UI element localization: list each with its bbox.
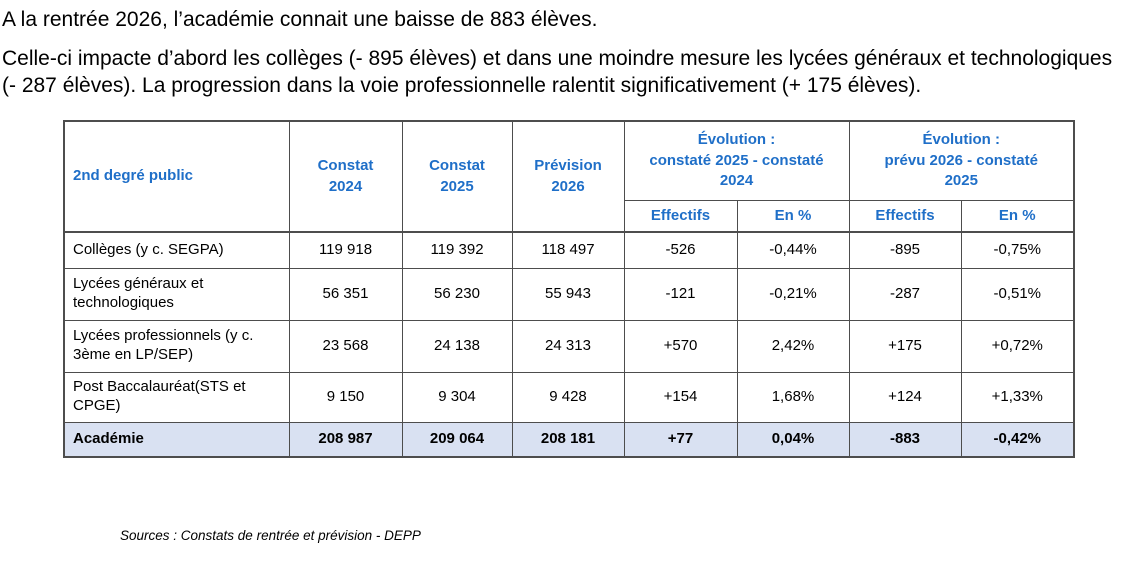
- data-cell: 118 497: [511, 231, 625, 269]
- table-row-academie-total: Académie 208 987 209 064 208 181 +77 0,0…: [63, 421, 1075, 458]
- header-evolution-constate-2025-2024: Évolution : constaté 2025 - constaté 202…: [623, 120, 850, 201]
- row-label: Académie: [63, 421, 290, 458]
- data-cell: +175: [848, 319, 962, 373]
- subheader-effectifs-2: Effectifs: [848, 199, 962, 233]
- data-cell: 55 943: [511, 267, 625, 321]
- subheader-en-pct-1: En %: [736, 199, 850, 233]
- data-cell: -121: [623, 267, 738, 321]
- header-evolution-prevu-2026-2025: Évolution : prévu 2026 - constaté 2025: [848, 120, 1075, 201]
- subheader-effectifs-1: Effectifs: [623, 199, 738, 233]
- data-cell: 24 313: [511, 319, 625, 373]
- data-cell: -0,21%: [736, 267, 850, 321]
- data-cell: 9 304: [401, 371, 513, 423]
- data-cell: 1,68%: [736, 371, 850, 423]
- row-label: Collèges (y c. SEGPA): [63, 231, 290, 269]
- table-header: 2nd degré public Constat 2024 Constat 20…: [63, 120, 1075, 233]
- document-page: A la rentrée 2026, l’académie connait un…: [2, 6, 1129, 543]
- table-row-post-baccalaureat: Post Baccalauréat(STS et CPGE) 9 150 9 3…: [63, 371, 1075, 423]
- data-cell: 0,04%: [736, 421, 850, 458]
- header-prevision-2026: Prévision 2026: [511, 120, 625, 233]
- header-2nd-degre-public: 2nd degré public: [63, 120, 290, 233]
- data-cell: -0,51%: [960, 267, 1075, 321]
- data-cell: +0,72%: [960, 319, 1075, 373]
- source-note: Sources : Constats de rentrée et prévisi…: [120, 528, 421, 543]
- data-cell: 2,42%: [736, 319, 850, 373]
- intro-paragraph-1: A la rentrée 2026, l’académie connait un…: [2, 8, 598, 31]
- data-cell: 56 230: [401, 267, 513, 321]
- data-cell: -883: [848, 421, 962, 458]
- data-cell: 208 181: [511, 421, 625, 458]
- data-cell: 24 138: [401, 319, 513, 373]
- data-cell: 23 568: [288, 319, 403, 373]
- data-cell: 119 918: [288, 231, 403, 269]
- data-cell: 9 428: [511, 371, 625, 423]
- data-cell: -526: [623, 231, 738, 269]
- table-row-lycees-generaux: Lycées généraux et technologiques 56 351…: [63, 267, 1075, 321]
- table-row-lycees-professionnels: Lycées professionnels (y c. 3ème en LP/S…: [63, 319, 1075, 373]
- data-cell: +1,33%: [960, 371, 1075, 423]
- row-label: Post Baccalauréat(STS et CPGE): [63, 371, 290, 423]
- table-body: Collèges (y c. SEGPA) 119 918 119 392 11…: [63, 231, 1075, 458]
- data-cell: 9 150: [288, 371, 403, 423]
- header-constat-2024: Constat 2024: [288, 120, 403, 233]
- enrollment-forecast-table: 2nd degré public Constat 2024 Constat 20…: [63, 120, 1075, 458]
- data-cell: 119 392: [401, 231, 513, 269]
- header-row-main: 2nd degré public Constat 2024 Constat 20…: [63, 120, 1075, 233]
- data-cell: +77: [623, 421, 738, 458]
- subheader-en-pct-2: En %: [960, 199, 1075, 233]
- row-label: Lycées professionnels (y c. 3ème en LP/S…: [63, 319, 290, 373]
- data-cell: +124: [848, 371, 962, 423]
- data-cell: 56 351: [288, 267, 403, 321]
- data-cell: +570: [623, 319, 738, 373]
- data-cell: -895: [848, 231, 962, 269]
- data-cell: +154: [623, 371, 738, 423]
- table-row-colleges: Collèges (y c. SEGPA) 119 918 119 392 11…: [63, 231, 1075, 269]
- row-label: Lycées généraux et technologiques: [63, 267, 290, 321]
- data-cell: -287: [848, 267, 962, 321]
- header-row-sub: Effectifs En % Effectifs En %: [64, 199, 1075, 233]
- data-cell: -0,44%: [736, 231, 850, 269]
- data-cell: 208 987: [288, 421, 403, 458]
- intro-paragraph-2: Celle-ci impacte d’abord les collèges (-…: [2, 47, 1113, 97]
- intro-text-block: A la rentrée 2026, l’académie connait un…: [2, 6, 1129, 99]
- data-cell: 209 064: [401, 421, 513, 458]
- data-cell: -0,42%: [960, 421, 1075, 458]
- data-cell: -0,75%: [960, 231, 1075, 269]
- header-constat-2025: Constat 2025: [401, 120, 513, 233]
